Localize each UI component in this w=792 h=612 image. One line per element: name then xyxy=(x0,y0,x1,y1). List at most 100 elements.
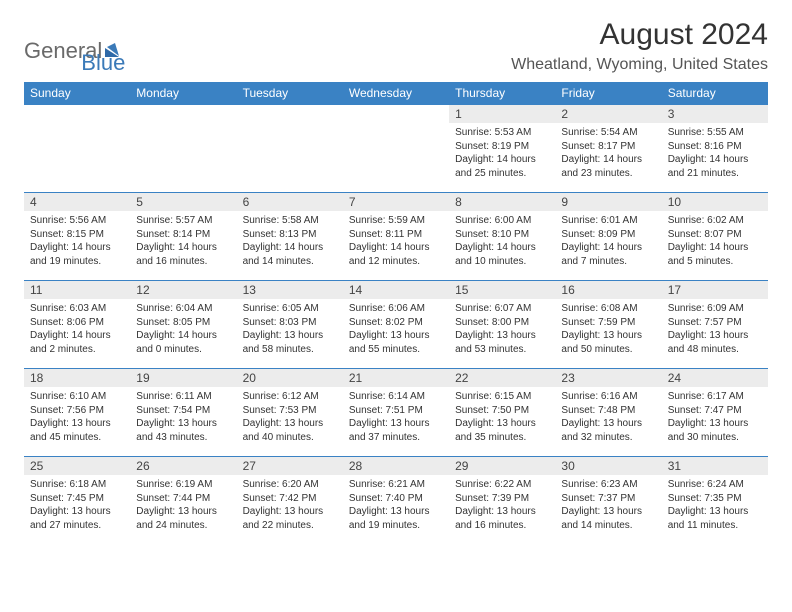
day-details: Sunrise: 6:02 AMSunset: 8:07 PMDaylight:… xyxy=(662,211,768,272)
calendar-day-cell: 10Sunrise: 6:02 AMSunset: 8:07 PMDayligh… xyxy=(662,193,768,281)
calendar-day-cell: 25Sunrise: 6:18 AMSunset: 7:45 PMDayligh… xyxy=(24,457,130,545)
calendar-day-cell: .. xyxy=(237,105,343,193)
day-number: 21 xyxy=(343,369,449,387)
day-number: 29 xyxy=(449,457,555,475)
calendar-day-cell: 4Sunrise: 5:56 AMSunset: 8:15 PMDaylight… xyxy=(24,193,130,281)
day-number: 22 xyxy=(449,369,555,387)
day-details: Sunrise: 6:01 AMSunset: 8:09 PMDaylight:… xyxy=(555,211,661,272)
day-details: Sunrise: 5:55 AMSunset: 8:16 PMDaylight:… xyxy=(662,123,768,184)
day-details: Sunrise: 6:12 AMSunset: 7:53 PMDaylight:… xyxy=(237,387,343,448)
day-number: 7 xyxy=(343,193,449,211)
day-details: Sunrise: 6:19 AMSunset: 7:44 PMDaylight:… xyxy=(130,475,236,536)
day-number: 15 xyxy=(449,281,555,299)
calendar-day-cell: 5Sunrise: 5:57 AMSunset: 8:14 PMDaylight… xyxy=(130,193,236,281)
calendar-day-cell: 26Sunrise: 6:19 AMSunset: 7:44 PMDayligh… xyxy=(130,457,236,545)
calendar-week-row: 4Sunrise: 5:56 AMSunset: 8:15 PMDaylight… xyxy=(24,193,768,281)
calendar-week-row: ........1Sunrise: 5:53 AMSunset: 8:19 PM… xyxy=(24,105,768,193)
day-number: 16 xyxy=(555,281,661,299)
day-details: Sunrise: 6:20 AMSunset: 7:42 PMDaylight:… xyxy=(237,475,343,536)
calendar-day-cell: 29Sunrise: 6:22 AMSunset: 7:39 PMDayligh… xyxy=(449,457,555,545)
day-details: Sunrise: 6:14 AMSunset: 7:51 PMDaylight:… xyxy=(343,387,449,448)
brand-part2: Blue xyxy=(81,50,125,76)
day-details: Sunrise: 6:17 AMSunset: 7:47 PMDaylight:… xyxy=(662,387,768,448)
location-label: Wheatland, Wyoming, United States xyxy=(511,56,768,74)
day-details: Sunrise: 6:18 AMSunset: 7:45 PMDaylight:… xyxy=(24,475,130,536)
day-number: 3 xyxy=(662,105,768,123)
weekday-header: Tuesday xyxy=(237,82,343,105)
calendar-day-cell: 9Sunrise: 6:01 AMSunset: 8:09 PMDaylight… xyxy=(555,193,661,281)
day-details: Sunrise: 6:09 AMSunset: 7:57 PMDaylight:… xyxy=(662,299,768,360)
day-details: Sunrise: 6:23 AMSunset: 7:37 PMDaylight:… xyxy=(555,475,661,536)
calendar-day-cell: 12Sunrise: 6:04 AMSunset: 8:05 PMDayligh… xyxy=(130,281,236,369)
weekday-header: Friday xyxy=(555,82,661,105)
day-details: Sunrise: 5:54 AMSunset: 8:17 PMDaylight:… xyxy=(555,123,661,184)
day-number: 8 xyxy=(449,193,555,211)
calendar-day-cell: 7Sunrise: 5:59 AMSunset: 8:11 PMDaylight… xyxy=(343,193,449,281)
day-number: 5 xyxy=(130,193,236,211)
day-details: Sunrise: 5:59 AMSunset: 8:11 PMDaylight:… xyxy=(343,211,449,272)
day-details: Sunrise: 6:07 AMSunset: 8:00 PMDaylight:… xyxy=(449,299,555,360)
day-number: 27 xyxy=(237,457,343,475)
calendar-day-cell: .. xyxy=(24,105,130,193)
day-number: 2 xyxy=(555,105,661,123)
calendar-week-row: 18Sunrise: 6:10 AMSunset: 7:56 PMDayligh… xyxy=(24,369,768,457)
calendar-day-cell: 23Sunrise: 6:16 AMSunset: 7:48 PMDayligh… xyxy=(555,369,661,457)
brand-logo: General Blue xyxy=(24,18,125,76)
calendar-table: Sunday Monday Tuesday Wednesday Thursday… xyxy=(24,82,768,545)
calendar-day-cell: 16Sunrise: 6:08 AMSunset: 7:59 PMDayligh… xyxy=(555,281,661,369)
day-details: Sunrise: 6:05 AMSunset: 8:03 PMDaylight:… xyxy=(237,299,343,360)
day-details: Sunrise: 6:00 AMSunset: 8:10 PMDaylight:… xyxy=(449,211,555,272)
page-header: General Blue August 2024 Wheatland, Wyom… xyxy=(24,18,768,76)
calendar-day-cell: 14Sunrise: 6:06 AMSunset: 8:02 PMDayligh… xyxy=(343,281,449,369)
day-details: Sunrise: 6:21 AMSunset: 7:40 PMDaylight:… xyxy=(343,475,449,536)
day-number: 30 xyxy=(555,457,661,475)
day-number: 19 xyxy=(130,369,236,387)
calendar-body: ........1Sunrise: 5:53 AMSunset: 8:19 PM… xyxy=(24,105,768,545)
day-details: Sunrise: 6:16 AMSunset: 7:48 PMDaylight:… xyxy=(555,387,661,448)
calendar-day-cell: 27Sunrise: 6:20 AMSunset: 7:42 PMDayligh… xyxy=(237,457,343,545)
day-details: Sunrise: 6:10 AMSunset: 7:56 PMDaylight:… xyxy=(24,387,130,448)
day-number: 17 xyxy=(662,281,768,299)
day-details: Sunrise: 6:06 AMSunset: 8:02 PMDaylight:… xyxy=(343,299,449,360)
day-number: 14 xyxy=(343,281,449,299)
day-details: Sunrise: 5:57 AMSunset: 8:14 PMDaylight:… xyxy=(130,211,236,272)
calendar-day-cell: 18Sunrise: 6:10 AMSunset: 7:56 PMDayligh… xyxy=(24,369,130,457)
calendar-day-cell: 19Sunrise: 6:11 AMSunset: 7:54 PMDayligh… xyxy=(130,369,236,457)
day-number: 11 xyxy=(24,281,130,299)
day-details: Sunrise: 6:24 AMSunset: 7:35 PMDaylight:… xyxy=(662,475,768,536)
day-details: Sunrise: 6:11 AMSunset: 7:54 PMDaylight:… xyxy=(130,387,236,448)
day-number: 23 xyxy=(555,369,661,387)
calendar-day-cell: 6Sunrise: 5:58 AMSunset: 8:13 PMDaylight… xyxy=(237,193,343,281)
calendar-week-row: 11Sunrise: 6:03 AMSunset: 8:06 PMDayligh… xyxy=(24,281,768,369)
day-number: 6 xyxy=(237,193,343,211)
day-number: 28 xyxy=(343,457,449,475)
calendar-day-cell: 13Sunrise: 6:05 AMSunset: 8:03 PMDayligh… xyxy=(237,281,343,369)
title-block: August 2024 Wheatland, Wyoming, United S… xyxy=(511,18,768,74)
day-number: 18 xyxy=(24,369,130,387)
day-number: 20 xyxy=(237,369,343,387)
day-details: Sunrise: 6:22 AMSunset: 7:39 PMDaylight:… xyxy=(449,475,555,536)
day-details: Sunrise: 5:56 AMSunset: 8:15 PMDaylight:… xyxy=(24,211,130,272)
calendar-day-cell: 17Sunrise: 6:09 AMSunset: 7:57 PMDayligh… xyxy=(662,281,768,369)
calendar-day-cell: 28Sunrise: 6:21 AMSunset: 7:40 PMDayligh… xyxy=(343,457,449,545)
day-number: 9 xyxy=(555,193,661,211)
day-details: Sunrise: 6:15 AMSunset: 7:50 PMDaylight:… xyxy=(449,387,555,448)
day-details: Sunrise: 5:58 AMSunset: 8:13 PMDaylight:… xyxy=(237,211,343,272)
calendar-day-cell: 3Sunrise: 5:55 AMSunset: 8:16 PMDaylight… xyxy=(662,105,768,193)
day-number: 10 xyxy=(662,193,768,211)
weekday-header-row: Sunday Monday Tuesday Wednesday Thursday… xyxy=(24,82,768,105)
day-number: 12 xyxy=(130,281,236,299)
day-details: Sunrise: 5:53 AMSunset: 8:19 PMDaylight:… xyxy=(449,123,555,184)
day-details: Sunrise: 6:08 AMSunset: 7:59 PMDaylight:… xyxy=(555,299,661,360)
day-number: 4 xyxy=(24,193,130,211)
calendar-day-cell: 22Sunrise: 6:15 AMSunset: 7:50 PMDayligh… xyxy=(449,369,555,457)
calendar-day-cell: 1Sunrise: 5:53 AMSunset: 8:19 PMDaylight… xyxy=(449,105,555,193)
day-number: 31 xyxy=(662,457,768,475)
calendar-day-cell: 15Sunrise: 6:07 AMSunset: 8:00 PMDayligh… xyxy=(449,281,555,369)
calendar-day-cell: 2Sunrise: 5:54 AMSunset: 8:17 PMDaylight… xyxy=(555,105,661,193)
day-number: 26 xyxy=(130,457,236,475)
day-details: Sunrise: 6:04 AMSunset: 8:05 PMDaylight:… xyxy=(130,299,236,360)
day-number: 13 xyxy=(237,281,343,299)
weekday-header: Saturday xyxy=(662,82,768,105)
calendar-day-cell: 21Sunrise: 6:14 AMSunset: 7:51 PMDayligh… xyxy=(343,369,449,457)
